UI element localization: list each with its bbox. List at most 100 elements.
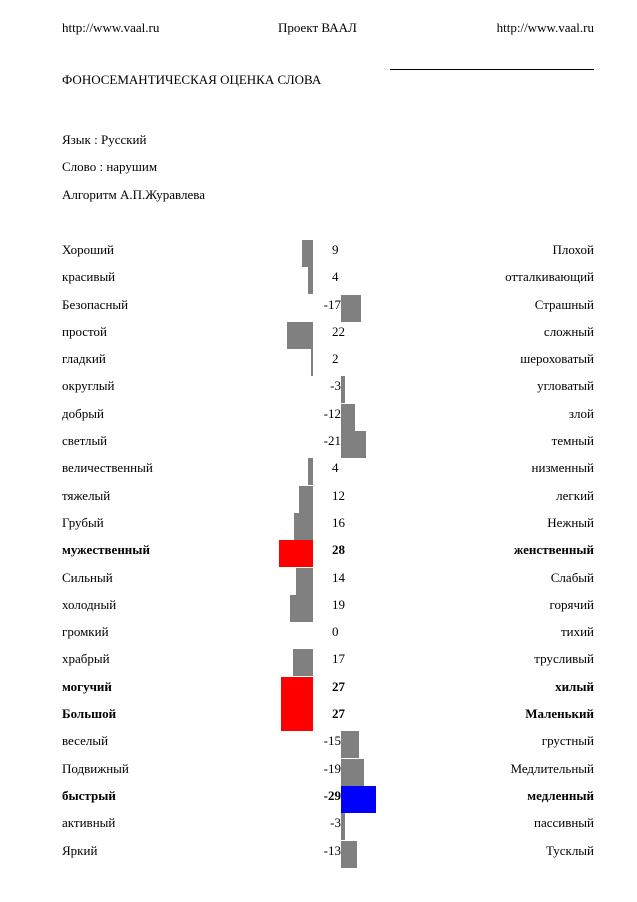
scale-bar	[279, 540, 313, 568]
scale-right-label: тихий	[560, 624, 594, 640]
scale-left-label: величественный	[62, 460, 153, 476]
scale-left-label: быстрый	[62, 787, 116, 803]
scale-row: Грубый 16 Нежный	[0, 512, 637, 540]
scale-value: -17	[323, 296, 341, 312]
scale-row: добрый -12 злой	[0, 403, 637, 431]
scale-left-label: Безопасный	[62, 296, 129, 312]
scale-value: -19	[323, 760, 341, 776]
scale-row: величественный 4 низменный	[0, 458, 637, 486]
scale-right-label: пассивный	[533, 815, 594, 831]
scale-left-label: красивый	[62, 269, 116, 285]
scale-right-label: Страшный	[534, 296, 594, 312]
scale-value: 14	[332, 569, 345, 585]
scale-bar	[290, 594, 313, 622]
scale-row: активный -3 пассивный	[0, 813, 637, 841]
scale-row: светлый -21 темный	[0, 431, 637, 459]
scale-bar	[281, 676, 313, 704]
scale-right-label: Тусклый	[545, 842, 594, 858]
scale-row: Хороший 9 Плохой	[0, 240, 637, 267]
scale-right-label: злой	[568, 405, 594, 421]
scale-row: храбрый 17 трусливый	[0, 649, 637, 677]
scale-bar	[341, 758, 364, 786]
scale-left-label: светлый	[62, 433, 108, 449]
scale-right-label: Нежный	[547, 514, 594, 530]
title-divider	[390, 69, 594, 70]
scale-bar	[287, 321, 313, 349]
scale-bar	[341, 294, 361, 322]
scale-bar	[311, 349, 313, 377]
scale-left-label: добрый	[62, 405, 104, 421]
header-left-url[interactable]: http://www.vaal.ru	[62, 20, 160, 35]
scale-left-label: Подвижный	[62, 760, 129, 776]
scale-value: -12	[323, 405, 341, 421]
scale-right-label: угловатый	[537, 378, 594, 394]
scale-row: холодный 19 горячий	[0, 594, 637, 622]
scale-right-label: медленный	[527, 787, 594, 803]
scale-left-label: Яркий	[62, 842, 98, 858]
scale-row: быстрый -29 медленный	[0, 785, 637, 813]
scale-value: 27	[332, 678, 345, 694]
scale-left-label: тяжелый	[62, 487, 111, 503]
scale-bar	[341, 731, 359, 759]
scale-row: веселый -15 грустный	[0, 731, 637, 759]
scale-value: -15	[323, 733, 341, 749]
scale-row: могучий 27 хилый	[0, 676, 637, 704]
scale-value: 28	[332, 542, 345, 558]
scale-bar	[341, 840, 357, 868]
scale-bar	[341, 785, 376, 813]
scale-left-label: холодный	[62, 596, 117, 612]
scale-bar	[296, 567, 313, 595]
scale-value: -21	[323, 433, 341, 449]
scale-right-label: горячий	[549, 596, 594, 612]
scale-right-label: темный	[551, 433, 594, 449]
scale-left-label: округлый	[62, 378, 115, 394]
scale-value: -3	[330, 815, 341, 831]
scale-right-label: шероховатый	[520, 351, 594, 367]
scale-bar	[308, 267, 313, 295]
scale-right-label: отталкивающий	[505, 269, 594, 285]
scale-bar	[341, 431, 366, 459]
scale-bar	[294, 512, 313, 540]
scale-value: 22	[332, 323, 345, 339]
scale-left-label: активный	[62, 815, 116, 831]
scale-row: Подвижный -19 Медлительный	[0, 758, 637, 786]
scale-left-label: гладкий	[62, 351, 106, 367]
word-line: Слово : нарушим	[62, 159, 158, 174]
scale-row: Сильный 14 Слабый	[0, 567, 637, 595]
scale-right-label: Слабый	[550, 569, 594, 585]
scale-bar	[302, 240, 313, 267]
scale-value: 16	[332, 514, 345, 530]
scale-value: 19	[332, 596, 345, 612]
scale-row: гладкий 2 шероховатый	[0, 349, 637, 377]
scale-value: -3	[330, 378, 341, 394]
scale-right-label: Плохой	[552, 242, 594, 257]
scale-bar	[281, 704, 313, 732]
scale-bar	[293, 649, 313, 677]
scale-left-label: Хороший	[62, 242, 114, 257]
scale-left-label: храбрый	[62, 651, 110, 667]
scale-right-label: сложный	[543, 323, 594, 339]
scale-row: громкий 0 тихий	[0, 622, 637, 649]
scale-row: Яркий -13 Тусклый	[0, 840, 637, 868]
scale-left-label: Сильный	[62, 569, 113, 585]
scale-right-label: легкий	[556, 487, 594, 503]
scale-value: -29	[323, 787, 341, 803]
scale-value: 27	[332, 706, 345, 722]
page-title: ФОНОСЕМАНТИЧЕСКАЯ ОЦЕНКА СЛОВА	[62, 72, 322, 87]
scale-left-label: Большой	[62, 706, 117, 722]
scale-value: 4	[332, 269, 339, 285]
language-line: Язык : Русский	[62, 132, 147, 147]
scale-row: красивый 4 отталкивающий	[0, 267, 637, 295]
algorithm-line: Алгоритм А.П.Журавлева	[62, 187, 206, 202]
scale-right-label: Маленький	[525, 706, 594, 722]
scale-row: округлый -3 угловатый	[0, 376, 637, 404]
scale-right-label: низменный	[531, 460, 594, 476]
header-project-title: Проект ВААЛ	[278, 20, 357, 35]
scale-value: 4	[332, 460, 339, 476]
scale-right-label: грустный	[541, 733, 594, 749]
scale-value: -13	[323, 842, 341, 858]
header-right-url[interactable]: http://www.vaal.ru	[496, 20, 594, 35]
scale-left-label: могучий	[62, 678, 112, 694]
scale-left-label: Грубый	[62, 514, 104, 530]
scale-left-label: мужественный	[62, 542, 150, 558]
